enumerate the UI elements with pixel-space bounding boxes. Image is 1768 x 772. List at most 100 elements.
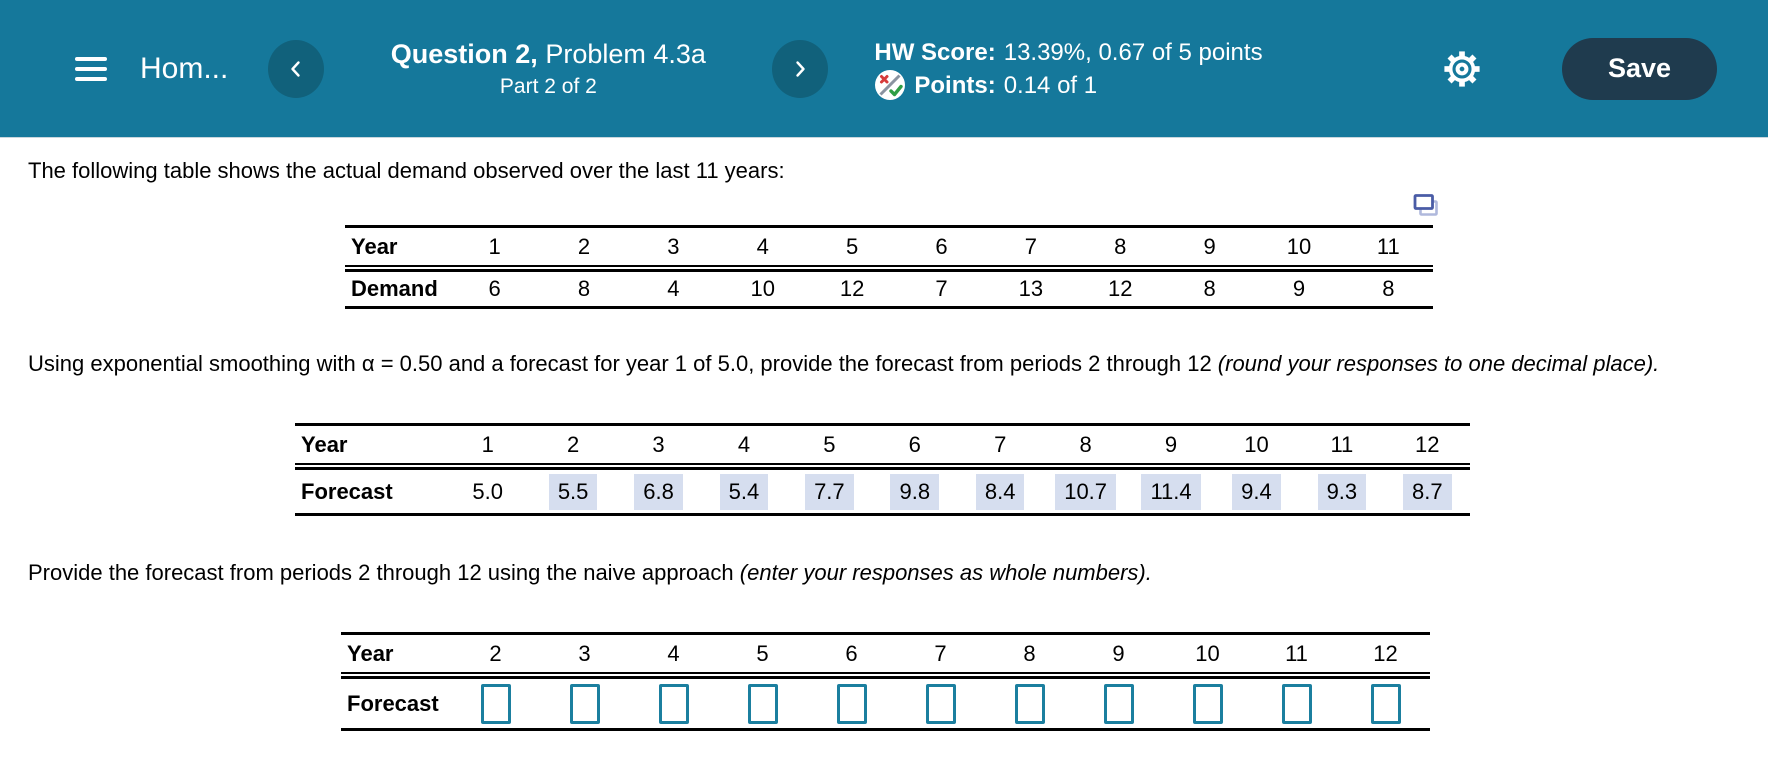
row-label: Forecast (347, 690, 439, 716)
naive-instruction: Provide the forecast from periods 2 thro… (28, 556, 1740, 590)
value-cell (1341, 683, 1430, 724)
value-cell: 8 (1382, 276, 1395, 301)
year-header-cell: 8 (1079, 431, 1092, 457)
year-header-cell: 5 (756, 640, 769, 666)
forecast-answer-input[interactable] (1192, 683, 1223, 724)
year-header-cell: 10 (1195, 640, 1220, 666)
year-header-cell: 12 (1373, 640, 1398, 666)
value-cell: 5.0 (472, 478, 503, 504)
part-indicator: Part 2 of 2 (499, 74, 597, 98)
year-header-cell: 2 (577, 233, 591, 259)
forecast-answer-input[interactable] (569, 683, 600, 724)
assignment-title[interactable]: Hom... (140, 51, 229, 85)
year-header-cell: 4 (667, 640, 680, 666)
forecast-answer-input[interactable] (1370, 683, 1401, 724)
year-header-cell: 11 (1330, 431, 1354, 457)
value-cell: 12 (1107, 276, 1133, 301)
value-cell (985, 683, 1074, 724)
value-cell: 5.4 (701, 473, 786, 510)
gear-icon (1440, 47, 1484, 91)
answer-value[interactable]: 7.7 (805, 473, 854, 510)
year-header-cell: 8 (1114, 233, 1127, 259)
problem-name: Problem 4.3a (545, 38, 706, 69)
forecast-answer-input[interactable] (480, 683, 511, 724)
naive-instruction-text: Provide the forecast from periods 2 thro… (28, 560, 740, 585)
forecast-answer-input[interactable] (925, 683, 956, 724)
naive-instruction-note: (enter your responses as whole numbers). (739, 560, 1152, 585)
chevron-right-icon (788, 57, 812, 81)
value-cell: 4 (667, 276, 680, 301)
value-cell (1163, 683, 1252, 724)
forecast-answer-input[interactable] (1103, 683, 1134, 724)
answer-value[interactable]: 9.3 (1317, 473, 1367, 510)
answer-value[interactable]: 6.8 (634, 473, 683, 510)
value-cell: 11.4 (1128, 473, 1213, 510)
save-button[interactable]: Save (1562, 37, 1717, 100)
answer-value[interactable]: 11.4 (1141, 473, 1201, 510)
year-header-cell: 10 (1244, 431, 1269, 457)
value-cell: 8.7 (1385, 473, 1470, 510)
points-value: 0.14 of 1 (1003, 71, 1098, 99)
smoothing-instruction-text: Using exponential smoothing with α = 0.5… (28, 351, 1218, 376)
answer-value[interactable]: 9.8 (890, 473, 940, 510)
year-header-cell: 2 (566, 431, 580, 457)
next-part-button[interactable] (772, 39, 829, 98)
value-cell: 10.7 (1043, 473, 1128, 510)
year-header-cell: 1 (481, 431, 494, 457)
forecast-answer-input[interactable] (747, 683, 778, 724)
year-header-cell: 4 (737, 431, 751, 457)
forecast-answer-input[interactable] (1281, 683, 1312, 724)
score-panel: HW Score: 13.39%, 0.67 of 5 points Point… (874, 36, 1263, 102)
year-header-cell: 10 (1286, 233, 1312, 259)
year-header-cell: 7 (994, 431, 1007, 457)
answer-value[interactable]: 5.4 (719, 473, 769, 510)
answer-value[interactable]: 8.4 (975, 473, 1025, 510)
year-header-cell: 1 (488, 233, 501, 259)
value-cell (1074, 683, 1163, 724)
value-cell (718, 683, 807, 724)
row-label: Year (347, 640, 394, 666)
menu-icon[interactable] (75, 51, 107, 87)
intro-text: The following table shows the actual dem… (28, 158, 785, 183)
answer-value[interactable]: 8.7 (1402, 473, 1452, 510)
year-header-cell: 4 (756, 233, 769, 259)
forecast-table: Year 1 2 3 4 5 6 7 8 9 10 11 12 Forecast 5.0 5.5 6.8 5.4 7… (295, 423, 1470, 516)
value-cell (451, 683, 540, 724)
hw-score-label: HW Score: (874, 38, 996, 66)
naive-forecast-table: Year 2 3 4 5 6 7 8 9 10 11 12 Forecast (341, 632, 1430, 731)
value-cell: 6 (488, 276, 501, 301)
year-header-cell: 5 (846, 233, 859, 259)
partial-credit-icon (874, 69, 906, 101)
forecast-answer-input[interactable] (658, 683, 689, 724)
previous-part-button[interactable] (268, 39, 325, 98)
chevron-left-icon (284, 57, 308, 81)
year-header-cell: 3 (652, 431, 665, 457)
year-header-cell: 6 (908, 431, 921, 457)
year-header-cell: 8 (1023, 640, 1036, 666)
value-cell: 8 (1203, 276, 1216, 301)
answer-value[interactable]: 5.5 (548, 473, 598, 510)
year-header-cell: 5 (823, 431, 836, 457)
hw-score-value: 13.39%, 0.67 of 5 points (1003, 38, 1263, 66)
question-number: Question 2, (390, 38, 538, 69)
value-cell: 13 (1018, 276, 1044, 301)
popout-icon[interactable] (1411, 191, 1441, 221)
value-cell (540, 683, 629, 724)
answer-value[interactable]: 10.7 (1055, 473, 1117, 510)
value-cell: 6.8 (616, 473, 701, 510)
answer-value[interactable]: 9.4 (1232, 473, 1281, 510)
top-bar: Hom... Question 2, Problem 4.3a Part 2 o… (0, 0, 1768, 137)
year-header-cell: 2 (489, 640, 502, 666)
forecast-answer-input[interactable] (836, 683, 867, 724)
row-label: Demand (351, 276, 438, 301)
value-cell: 8.4 (957, 473, 1042, 510)
value-cell: 9.8 (872, 473, 957, 510)
year-header-cell: 6 (845, 640, 858, 666)
value-cell: 12 (839, 276, 865, 301)
value-cell: 9.4 (1214, 473, 1299, 510)
demand-table: Year 1 2 3 4 5 6 7 8 9 10 11 Demand 6 8 4 10 12 7 13 12 8 9 8 (345, 225, 1433, 309)
question-title: Question 2, Problem 4.3a Part 2 of 2 (328, 39, 768, 99)
year-header-cell: 3 (667, 233, 680, 259)
settings-button[interactable] (1440, 47, 1484, 91)
forecast-answer-input[interactable] (1014, 683, 1045, 724)
